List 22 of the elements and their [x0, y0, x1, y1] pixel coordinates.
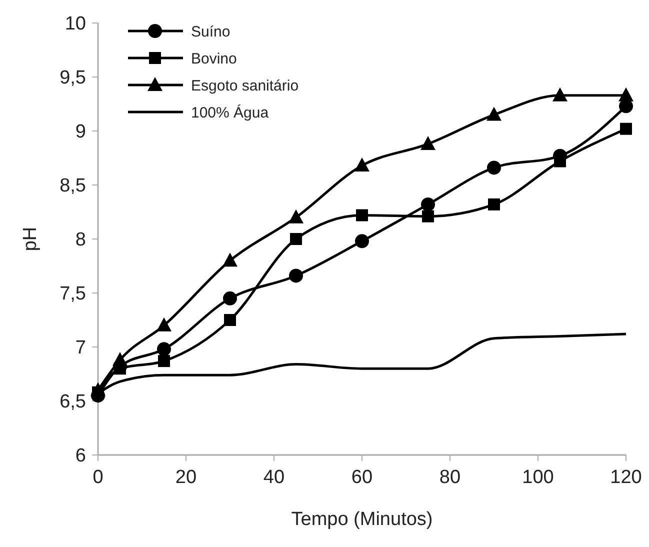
- legend-label: Esgoto sanitário: [191, 77, 299, 94]
- legend-label: Suíno: [191, 23, 230, 40]
- legend-label: 100% Água: [191, 103, 270, 122]
- y-tick-label: 8,5: [60, 176, 86, 197]
- y-tick-label: 6,5: [60, 392, 86, 413]
- x-tick-label: 120: [610, 467, 642, 488]
- y-tick-label: 9,5: [60, 68, 86, 89]
- x-axis-title: Tempo (Minutos): [291, 509, 433, 530]
- legend-label: Bovino: [191, 50, 237, 68]
- y-tick-label: 7,5: [60, 284, 86, 305]
- y-tick-label: 9: [75, 122, 86, 143]
- y-axis-title: pH: [20, 226, 41, 252]
- x-tick-label: 100: [522, 467, 554, 488]
- y-tick-label: 6: [75, 446, 86, 467]
- x-tick-label: 40: [263, 467, 285, 488]
- x-tick-label: 20: [175, 467, 197, 488]
- x-tick-label: 80: [439, 467, 461, 488]
- y-tick-label: 7: [75, 338, 86, 359]
- x-tick-label: 0: [92, 467, 104, 488]
- x-tick-label: 60: [351, 467, 373, 488]
- y-tick-label: 10: [64, 14, 86, 35]
- y-tick-label: 8: [75, 230, 86, 251]
